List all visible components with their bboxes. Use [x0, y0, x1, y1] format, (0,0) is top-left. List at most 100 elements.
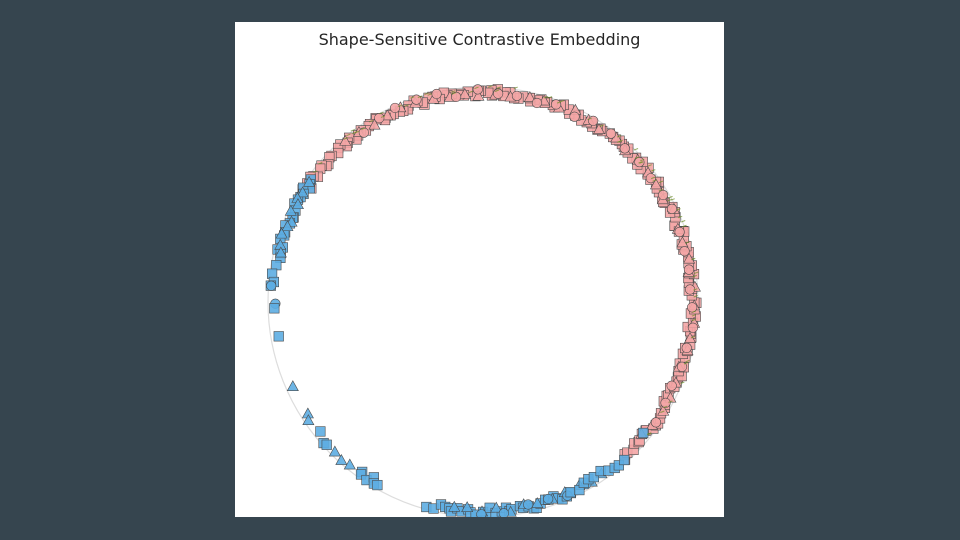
accent-mark: [685, 359, 690, 363]
red-circle-point: [650, 417, 662, 428]
red-circle-point: [411, 94, 422, 105]
accent-mark: [677, 215, 683, 219]
blue-triangle-point: [291, 198, 304, 210]
red-circle-point: [684, 284, 696, 295]
accent-mark: [668, 400, 673, 403]
blue-triangle-point: [461, 501, 474, 513]
red-circle-point: [605, 128, 617, 139]
blue-square-point: [273, 331, 284, 342]
red-circle-point: [619, 143, 630, 154]
blue-square-point: [372, 479, 383, 491]
accent-mark: [343, 137, 349, 140]
accent-mark: [350, 129, 355, 132]
accent-mark: [647, 432, 652, 436]
red-triangle-point: [458, 87, 471, 99]
accent-mark: [451, 92, 456, 95]
accent-mark: [513, 86, 518, 90]
red-triangle-point: [381, 109, 394, 121]
accent-mark: [468, 90, 473, 94]
red-circle-point: [550, 99, 562, 110]
blue-circle-point: [498, 508, 509, 517]
accent-mark: [660, 410, 665, 413]
blue-square-point: [315, 426, 326, 437]
blue-square-point: [271, 260, 282, 271]
red-circle-point: [451, 91, 462, 102]
accent-mark: [647, 164, 652, 167]
blue-circle-point: [476, 509, 487, 517]
red-circle-point: [569, 111, 580, 122]
accent-mark: [488, 85, 493, 88]
accent-mark: [668, 195, 673, 199]
accent-mark: [404, 104, 409, 107]
red-circle-point: [676, 361, 688, 372]
figure-canvas: Shape-Sensitive Contrastive Embedding: [235, 22, 724, 517]
accent-mark: [685, 241, 690, 244]
accent-mark: [658, 180, 664, 184]
red-triangle-point: [523, 91, 536, 102]
blue-triangle-point: [281, 220, 294, 232]
accent-mark: [494, 89, 500, 92]
accent-mark: [690, 335, 696, 339]
accent-mark: [352, 131, 357, 135]
accent-mark: [587, 117, 592, 121]
accent-mark: [682, 224, 687, 228]
accent-mark: [691, 314, 697, 317]
accent-mark: [410, 96, 415, 99]
red-circle-point: [658, 189, 669, 201]
accent-mark: [618, 139, 623, 143]
red-circle-point: [389, 102, 401, 114]
accent-mark: [652, 179, 657, 182]
red-circle-point: [687, 322, 699, 333]
red-circle-point: [358, 127, 369, 138]
blue-triangle-point: [490, 501, 503, 513]
accent-mark: [691, 318, 697, 322]
accent-mark: [651, 169, 656, 172]
blue-triangle-point: [343, 458, 356, 470]
red-circle-point: [634, 156, 645, 168]
accent-mark: [417, 95, 422, 99]
accent-mark: [379, 111, 384, 115]
red-circle-point: [531, 97, 543, 109]
blue-square-point: [321, 439, 332, 450]
chart-title: Shape-Sensitive Contrastive Embedding: [318, 30, 641, 49]
accent-mark: [361, 127, 366, 130]
blue-triangle-point: [284, 204, 297, 216]
red-circle-point: [679, 246, 690, 257]
accent-mark: [691, 310, 697, 313]
blue-square-point: [638, 427, 649, 439]
accent-mark: [346, 133, 351, 137]
accent-mark: [451, 90, 456, 93]
accent-mark: [663, 405, 668, 409]
blue-square-point: [355, 469, 367, 480]
accent-mark: [658, 188, 664, 192]
accent-mark: [397, 104, 403, 108]
red-circle-point: [674, 226, 685, 238]
blue-triangle-point: [275, 227, 288, 239]
accent-mark: [693, 295, 698, 298]
accent-mark: [683, 362, 689, 365]
red-triangle-point: [592, 123, 606, 135]
accent-mark: [634, 156, 640, 159]
blue-circle-point: [543, 493, 554, 505]
red-triangle-point: [339, 134, 352, 146]
blue-circle-point: [523, 499, 534, 510]
blue-triangle-point: [296, 186, 309, 198]
accent-mark: [496, 86, 501, 89]
accent-mark: [633, 148, 639, 151]
accent-mark: [616, 135, 622, 138]
accent-mark: [638, 161, 643, 164]
blue-square-point: [613, 460, 624, 471]
blue-triangle-point: [286, 380, 299, 392]
accent-mark: [692, 274, 697, 278]
red-circle-point: [472, 84, 483, 95]
blue-triangle-point: [274, 246, 287, 258]
accent-mark: [424, 92, 429, 96]
blue-triangle-point: [302, 414, 315, 425]
red-triangle-point: [368, 118, 381, 130]
red-circle-point: [666, 380, 677, 391]
accent-mark: [427, 93, 432, 96]
red-circle-point: [645, 173, 656, 184]
red-circle-point: [683, 264, 695, 275]
red-circle-point: [666, 203, 678, 214]
accent-mark: [380, 115, 386, 118]
